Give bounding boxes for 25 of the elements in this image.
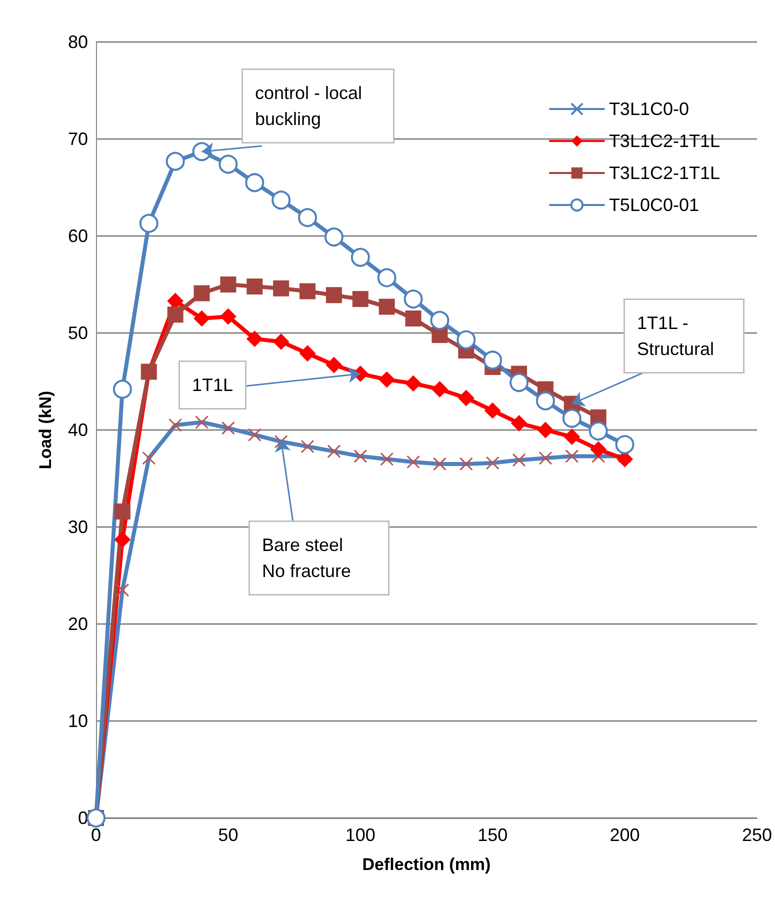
x-tick-label: 100 [345,825,376,845]
annotation: 1T1L [192,375,234,395]
y-axis-title: Load (kN) [36,390,55,470]
x-tick-label: 150 [478,825,508,845]
annotation: 1T1L - Structural [637,313,714,359]
y-tick-label: 70 [68,129,88,149]
legend-label: T3L1C2-1T1L [608,163,720,183]
x-tick-label: 50 [218,825,238,845]
x-tick-label: 0 [90,825,102,845]
y-tick-label: 60 [68,226,88,246]
x-tick-label: 250 [742,825,772,845]
x-axis-title: Deflection (mm) [362,855,491,874]
y-tick-label: 80 [68,32,88,52]
legend-label: T3L1C2-1T1L [608,131,720,151]
y-tick-label: 20 [68,614,88,634]
x-tick-label: 200 [610,825,640,845]
y-tick-label: 30 [68,517,88,537]
legend-label: T5L0C0-01 [608,195,700,215]
annotation: control - local buckling [255,83,368,129]
y-tick-label: 0 [78,808,88,828]
y-tick-label: 50 [68,323,88,343]
y-tick-label: 10 [68,711,88,731]
annotation: Bare steel No fracture [262,535,352,581]
legend-label: T3L1C0-0 [608,99,689,119]
y-tick-label: 40 [68,420,88,440]
